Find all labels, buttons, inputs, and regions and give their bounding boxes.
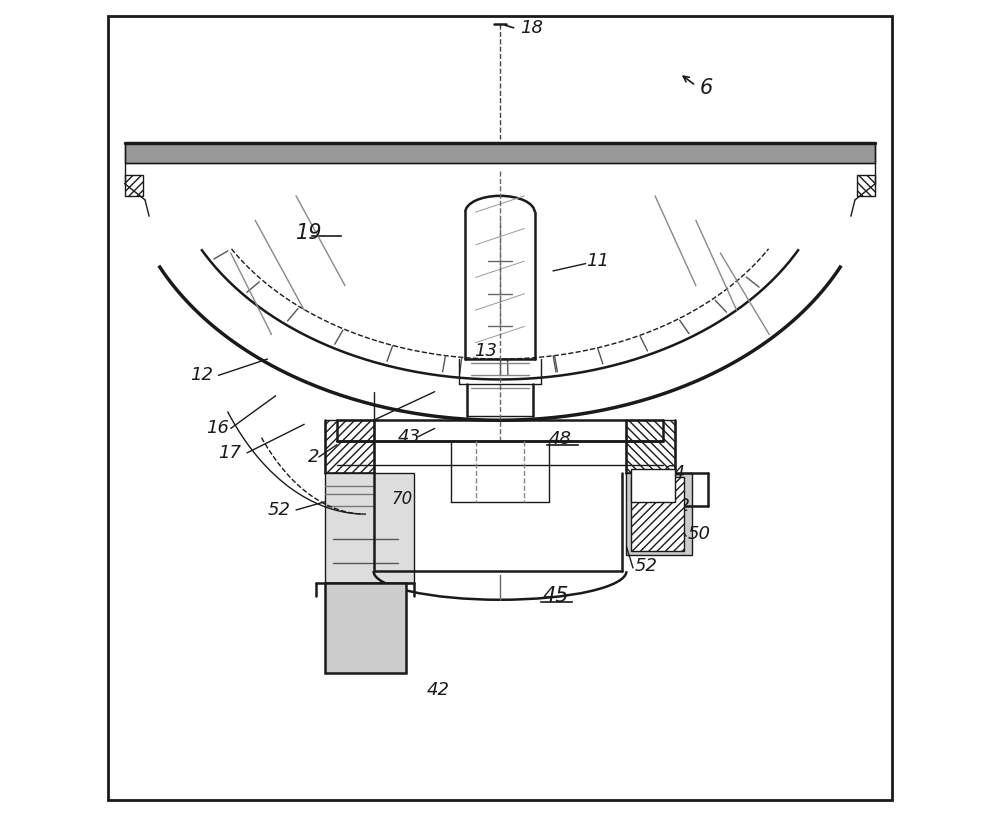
Bar bbox=[857, 175, 875, 196]
Text: 43: 43 bbox=[398, 428, 421, 446]
Bar bbox=[325, 583, 406, 673]
Text: 52: 52 bbox=[267, 501, 290, 519]
Bar bbox=[125, 175, 143, 196]
Text: 12: 12 bbox=[190, 366, 213, 384]
Polygon shape bbox=[125, 143, 875, 163]
Text: 19: 19 bbox=[296, 223, 322, 242]
Bar bbox=[626, 420, 675, 473]
Text: 18: 18 bbox=[520, 19, 543, 37]
Bar bbox=[325, 420, 374, 473]
Text: 17: 17 bbox=[218, 444, 241, 462]
Text: 11: 11 bbox=[586, 252, 609, 270]
Text: 42: 42 bbox=[667, 497, 690, 515]
Text: 45: 45 bbox=[542, 586, 569, 605]
Text: 42: 42 bbox=[427, 681, 450, 698]
Text: 52: 52 bbox=[635, 557, 658, 575]
Bar bbox=[626, 473, 692, 555]
Text: 16: 16 bbox=[206, 419, 229, 437]
Text: 13: 13 bbox=[474, 342, 497, 360]
Text: 64: 64 bbox=[663, 464, 686, 482]
Bar bbox=[631, 469, 675, 502]
Bar bbox=[325, 473, 414, 583]
Text: 50: 50 bbox=[688, 526, 711, 543]
Text: 2: 2 bbox=[308, 448, 320, 466]
Text: 48: 48 bbox=[549, 430, 572, 448]
Text: 70: 70 bbox=[391, 490, 413, 508]
Bar bbox=[631, 477, 684, 551]
Text: 6: 6 bbox=[700, 78, 713, 98]
